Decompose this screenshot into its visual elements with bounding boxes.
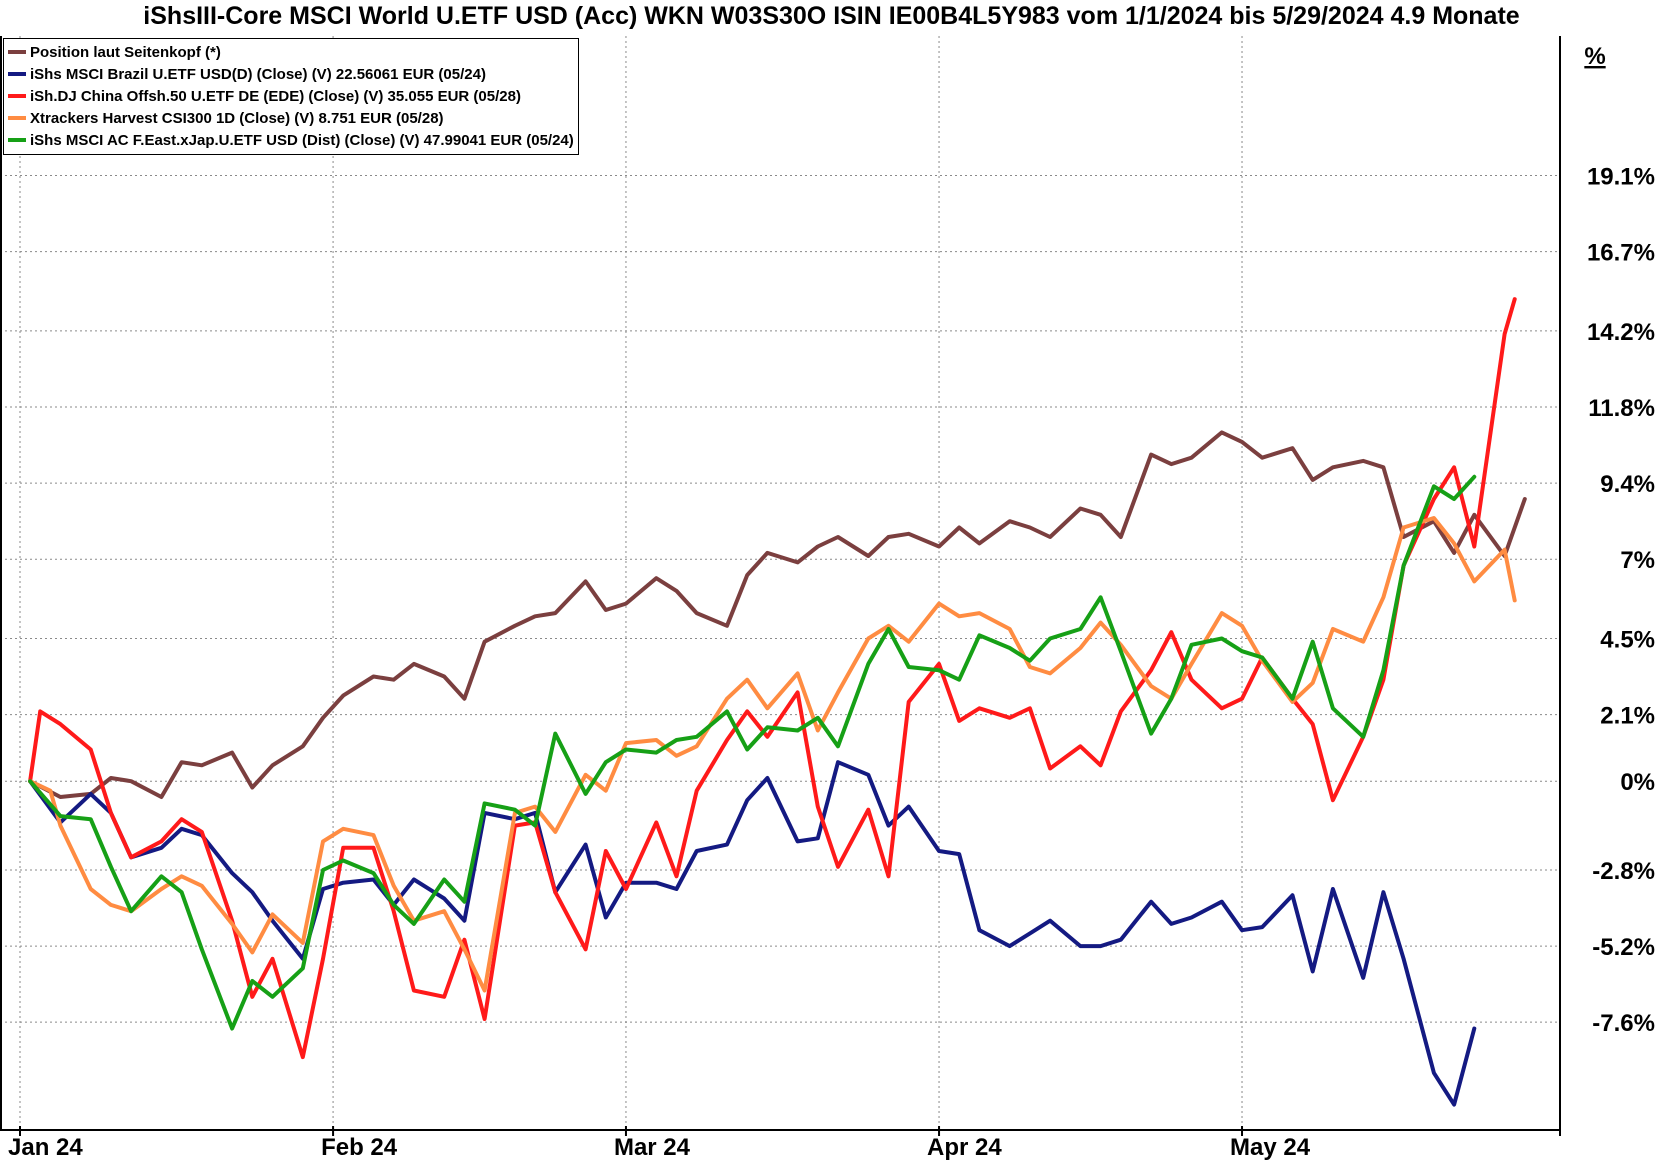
series-lines	[28, 297, 1527, 1107]
legend-label: iSh.DJ China Offsh.50 U.ETF DE (EDE) (Cl…	[30, 87, 521, 105]
y-tick-label: -2.8%	[1592, 858, 1655, 885]
y-tick-label: 19.1%	[1587, 164, 1655, 191]
axes: -7.6% -5.2% -2.8% 0% 2.1% 4.5% 7% 9.4% 11.8% 14.2…	[0, 36, 1655, 1161]
legend-item: iSh.DJ China Offsh.50 U.ETF DE (EDE) (Cl…	[8, 85, 574, 107]
y-tick-label: 4.5%	[1600, 626, 1655, 653]
y-tick-label: 7%	[1620, 547, 1655, 574]
x-tick-label: Jan 24	[8, 1134, 83, 1161]
legend: Position laut Seitenkopf (*) iShs MSCI Br…	[3, 38, 579, 155]
legend-label: Position laut Seitenkopf (*)	[30, 43, 221, 61]
legend-item: Position laut Seitenkopf (*)	[8, 41, 574, 63]
series-line	[28, 474, 1477, 1031]
legend-item: iShs MSCI AC F.East.xJap.U.ETF USD (Dist…	[8, 129, 574, 151]
series-line	[28, 297, 1517, 1060]
legend-label: iShs MSCI AC F.East.xJap.U.ETF USD (Dist…	[30, 131, 574, 149]
series-line	[28, 760, 1477, 1107]
y-unit-label: %	[1584, 43, 1605, 70]
y-tick-label: 2.1%	[1600, 703, 1655, 730]
y-tick-label: 14.2%	[1587, 319, 1655, 346]
series-line	[28, 430, 1527, 799]
legend-swatch	[8, 72, 26, 76]
grid-lines	[0, 36, 1560, 1136]
y-tick-label: 9.4%	[1600, 471, 1655, 498]
y-tick-label: 16.7%	[1587, 240, 1655, 267]
legend-swatch	[8, 94, 26, 98]
x-tick-label: Feb 24	[321, 1134, 398, 1161]
series-line	[28, 516, 1517, 993]
y-tick-label: -5.2%	[1592, 934, 1655, 961]
legend-swatch	[8, 50, 26, 54]
legend-swatch	[8, 116, 26, 120]
x-tick-label: May 24	[1230, 1134, 1311, 1161]
legend-item: Xtrackers Harvest CSI300 1D (Close) (V) …	[8, 107, 574, 129]
legend-swatch	[8, 138, 26, 142]
chart-title: iShsIII-Core MSCI World U.ETF USD (Acc) …	[143, 2, 1520, 30]
y-tick-label: -7.6%	[1592, 1010, 1655, 1037]
y-tick-label: 11.8%	[1588, 395, 1655, 422]
legend-label: iShs MSCI Brazil U.ETF USD(D) (Close) (V…	[30, 65, 486, 83]
x-tick-label: Apr 24	[927, 1134, 1002, 1161]
legend-item: iShs MSCI Brazil U.ETF USD(D) (Close) (V…	[8, 63, 574, 85]
y-tick-label: 0%	[1620, 769, 1655, 796]
x-tick-label: Mar 24	[614, 1134, 691, 1161]
legend-label: Xtrackers Harvest CSI300 1D (Close) (V) …	[30, 109, 444, 127]
